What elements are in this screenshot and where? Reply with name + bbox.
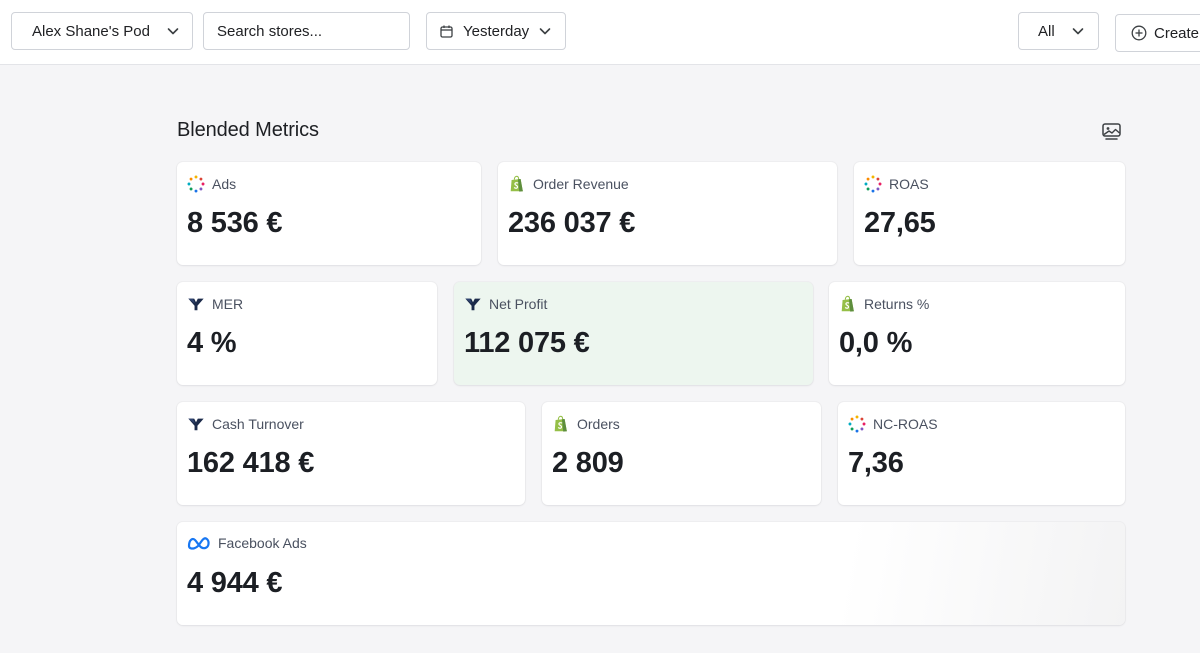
- metric-label: Order Revenue: [533, 176, 629, 192]
- metric-card-orders[interactable]: Orders 2 809: [542, 402, 821, 505]
- metric-card-nc-roas[interactable]: NC-ROAS 7,36: [838, 402, 1125, 505]
- triple-whale-icon: [187, 415, 205, 433]
- metric-value: 112 075 €: [464, 327, 590, 359]
- chevron-down-icon: [539, 28, 551, 35]
- metric-value: 8 536 €: [187, 207, 283, 239]
- metric-card-roas[interactable]: ROAS 27,65: [854, 162, 1125, 265]
- metric-value: 236 037 €: [508, 207, 636, 239]
- plus-circle-icon: [1131, 25, 1147, 41]
- triple-whale-icon: [464, 295, 482, 313]
- section-title: Blended Metrics: [177, 119, 319, 141]
- metric-value: 0,0 %: [839, 327, 913, 359]
- dots-multicolor-icon: [848, 415, 866, 433]
- shopify-icon: [508, 175, 526, 193]
- store-search[interactable]: [203, 12, 410, 50]
- metric-label: Net Profit: [489, 296, 548, 312]
- dots-multicolor-icon: [187, 175, 205, 193]
- top-toolbar: Alex Shane's Pod Yesterday All Crea: [0, 0, 1200, 65]
- metric-label: Ads: [212, 176, 237, 192]
- metric-label: MER: [212, 296, 244, 312]
- pod-selector-label: Alex Shane's Pod: [32, 22, 150, 40]
- date-range-label: Yesterday: [463, 22, 530, 40]
- metric-card-net-profit[interactable]: Net Profit 112 075 €: [454, 282, 813, 385]
- metric-card-cash-turnover[interactable]: Cash Turnover 162 418 €: [177, 402, 525, 505]
- metric-label: ROAS: [889, 176, 929, 192]
- dots-multicolor-icon: [864, 175, 882, 193]
- chevron-down-icon: [167, 28, 179, 35]
- metric-card-ads[interactable]: Ads 8 536 €: [177, 162, 481, 265]
- metric-value: 4 %: [187, 327, 237, 359]
- image-export-icon[interactable]: [1102, 122, 1121, 141]
- metric-card-mer[interactable]: MER 4 %: [177, 282, 437, 385]
- metric-value: 7,36: [848, 447, 904, 479]
- metric-label: Orders: [577, 416, 620, 432]
- pod-selector[interactable]: Alex Shane's Pod: [11, 12, 193, 50]
- search-input[interactable]: [217, 22, 396, 40]
- create-button[interactable]: Create: [1115, 14, 1200, 52]
- calendar-icon: [440, 25, 453, 38]
- meta-icon: [187, 536, 211, 550]
- metric-value: 27,65: [864, 207, 936, 239]
- metric-card-facebook-ads[interactable]: Facebook Ads 4 944 €: [177, 522, 1125, 625]
- metric-card-returns[interactable]: Returns % 0,0 %: [829, 282, 1125, 385]
- chevron-down-icon: [1072, 28, 1084, 35]
- metric-value: 4 944 €: [187, 567, 283, 599]
- triple-whale-icon: [187, 295, 205, 313]
- filter-select[interactable]: All: [1018, 12, 1099, 50]
- metric-label: NC-ROAS: [873, 416, 938, 432]
- shopify-icon: [552, 415, 570, 433]
- date-range-picker[interactable]: Yesterday: [426, 12, 566, 50]
- shopify-icon: [839, 295, 857, 313]
- metric-label: Facebook Ads: [218, 535, 307, 551]
- metric-value: 2 809: [552, 447, 624, 479]
- metric-card-order-revenue[interactable]: Order Revenue 236 037 €: [498, 162, 837, 265]
- metric-label: Cash Turnover: [212, 416, 304, 432]
- filter-label: All: [1038, 22, 1055, 40]
- metric-value: 162 418 €: [187, 447, 315, 479]
- create-button-label: Create: [1154, 24, 1200, 42]
- metric-label: Returns %: [864, 296, 930, 312]
